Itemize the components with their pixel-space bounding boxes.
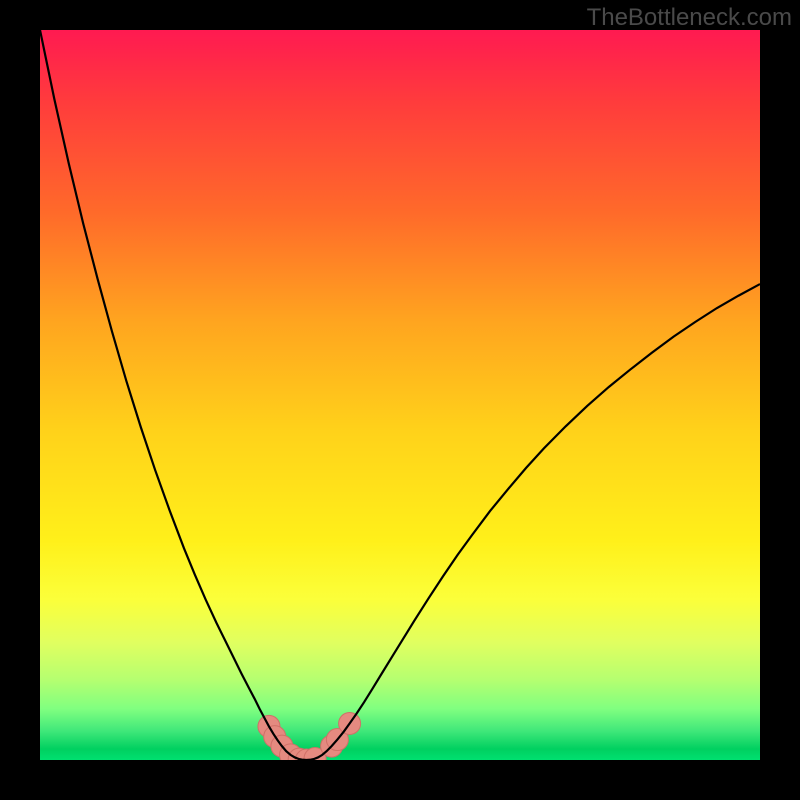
marker-band: [258, 713, 361, 761]
watermark-text: TheBottleneck.com: [587, 4, 792, 32]
bottleneck-curve: [40, 30, 760, 760]
curve-line: [40, 30, 760, 760]
plot-area: [40, 30, 760, 760]
